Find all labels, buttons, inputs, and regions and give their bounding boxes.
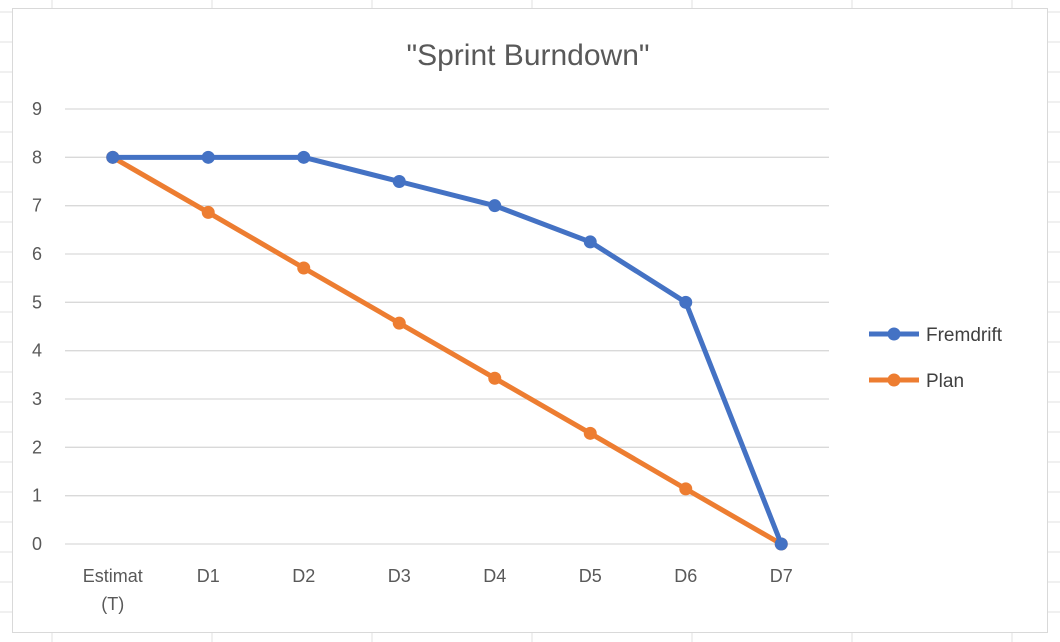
chart-area[interactable]: "Sprint Burndown" 0 1 2 3 4 5 6 7 8 9 Estimat (T) D… [12, 8, 1048, 633]
x-tick-label-line: Estimat [83, 566, 143, 586]
x-axis-tick-labels: Estimat (T) D1 D2 D3 D4 D5 D6 D7 [83, 566, 793, 614]
data-point [106, 151, 119, 164]
data-point [584, 235, 597, 248]
x-tick-label-line: D7 [770, 566, 793, 586]
x-tick-label: Estimat (T) [83, 566, 143, 614]
data-point [584, 427, 597, 440]
legend-label: Plan [926, 371, 964, 392]
y-tick-label: 5 [32, 292, 42, 312]
x-tick-label: D7 [770, 566, 793, 586]
x-tick-label-line: D6 [674, 566, 697, 586]
line-chart: "Sprint Burndown" 0 1 2 3 4 5 6 7 8 9 Estimat (T) D… [13, 9, 1049, 634]
x-tick-label: D2 [292, 566, 315, 586]
y-axis-tick-labels: 0 1 2 3 4 5 6 7 8 9 [32, 99, 42, 554]
data-point [488, 372, 501, 385]
data-point [202, 206, 215, 219]
x-tick-label-line: D2 [292, 566, 315, 586]
y-tick-label: 1 [32, 486, 42, 506]
legend-item: Plan [869, 371, 964, 392]
y-tick-label: 0 [32, 534, 42, 554]
y-tick-label: 2 [32, 437, 42, 457]
legend-item: Fremdrift [869, 325, 1003, 346]
legend-label: Fremdrift [926, 325, 1003, 346]
data-point [775, 538, 788, 551]
x-tick-label: D5 [579, 566, 602, 586]
data-point [297, 262, 310, 275]
chart-title: "Sprint Burndown" [406, 39, 649, 72]
data-point [488, 199, 501, 212]
x-tick-label: D1 [197, 566, 220, 586]
x-tick-label-line: D3 [388, 566, 411, 586]
data-point [393, 175, 406, 188]
x-tick-label-line: D5 [579, 566, 602, 586]
y-tick-label: 7 [32, 196, 42, 216]
data-point [202, 151, 215, 164]
x-tick-label: D4 [483, 566, 506, 586]
legend-swatch-marker [888, 374, 901, 387]
x-tick-label-line: (T) [101, 594, 124, 614]
y-tick-label: 6 [32, 244, 42, 264]
legend-swatch-marker [888, 328, 901, 341]
y-tick-label: 9 [32, 99, 42, 119]
data-point [297, 151, 310, 164]
y-tick-label: 8 [32, 147, 42, 167]
gridlines [65, 109, 829, 544]
data-point [393, 317, 406, 330]
x-tick-label-line: D4 [483, 566, 506, 586]
x-tick-label-line: D1 [197, 566, 220, 586]
data-point [679, 296, 692, 309]
data-point [679, 482, 692, 495]
legend: Fremdrift Plan [869, 325, 1003, 392]
y-tick-label: 4 [32, 341, 42, 361]
y-tick-label: 3 [32, 389, 42, 409]
x-tick-label: D3 [388, 566, 411, 586]
x-tick-label: D6 [674, 566, 697, 586]
